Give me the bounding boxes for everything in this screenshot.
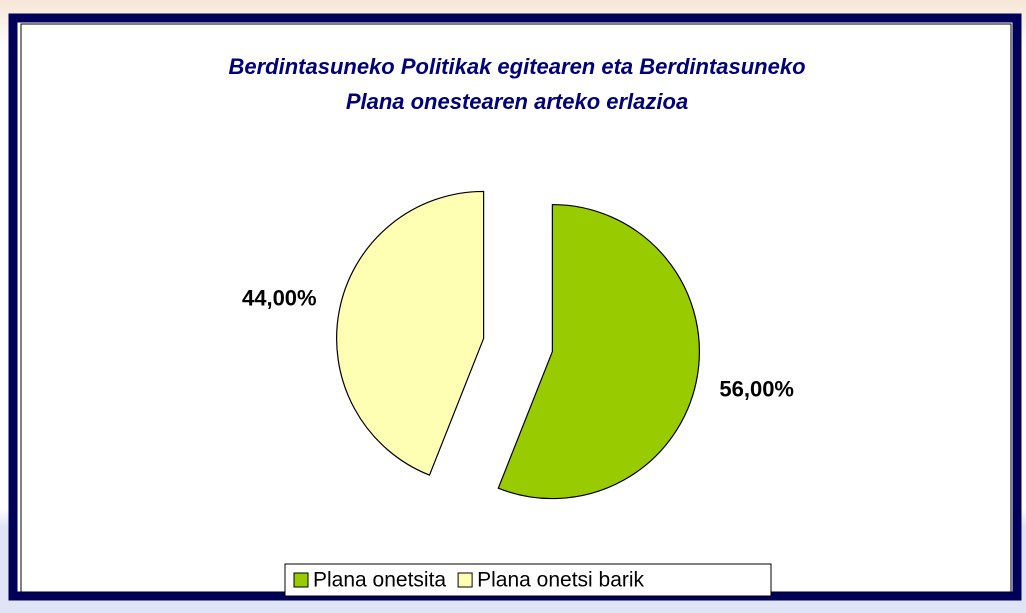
chart-area	[20, 23, 1012, 593]
legend-swatch	[457, 572, 473, 588]
data-label: 56,00%	[719, 376, 794, 401]
legend	[284, 563, 772, 597]
title-line: Plana onestearen arteko erlazioa	[346, 89, 688, 114]
pie-slice	[497, 203, 700, 500]
title-line: Berdintasuneko Politikak egitearen eta B…	[228, 54, 805, 79]
legend-label: Plana onetsita	[313, 569, 446, 592]
data-label: 44,00%	[242, 285, 317, 310]
legend-swatch	[293, 572, 309, 588]
legend-label: Plana onetsi barik	[477, 569, 644, 592]
pie-slice	[336, 190, 485, 476]
chart-title: Berdintasuneko Politikak egitearen eta B…	[228, 54, 805, 114]
